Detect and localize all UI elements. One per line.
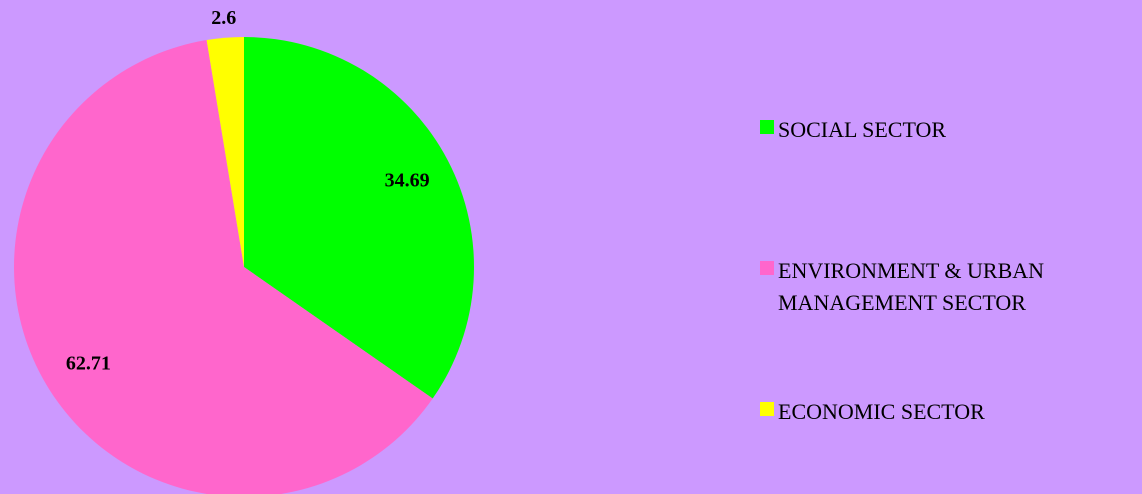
pie-slice [244, 37, 474, 399]
legend-swatch [760, 261, 774, 275]
legend: SOCIAL SECTOR ENVIRONMENT & URBAN MANAGEM… [760, 0, 1142, 494]
legend-label: SOCIAL SECTOR [778, 117, 947, 142]
pie-slice [206, 37, 244, 267]
pie-slice [14, 40, 433, 494]
legend-label: ENVIRONMENT & URBAN MANAGEMENT SECTOR [778, 258, 1045, 315]
data-label: 34.69 [385, 169, 430, 191]
legend-item: ECONOMIC SECTOR [760, 396, 1138, 428]
legend-item: ENVIRONMENT & URBAN MANAGEMENT SECTOR [760, 255, 1138, 319]
legend-item: SOCIAL SECTOR [760, 114, 1138, 146]
legend-swatch [760, 402, 774, 416]
data-label: 2.6 [211, 7, 236, 29]
data-label: 62.71 [66, 353, 111, 375]
legend-label: ECONOMIC SECTOR [778, 399, 985, 424]
legend-swatch [760, 120, 774, 134]
